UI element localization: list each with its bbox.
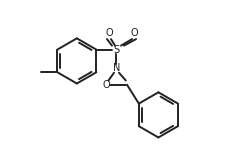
Text: N: N [113,64,120,73]
Text: O: O [105,28,113,38]
Text: S: S [113,45,120,55]
Text: O: O [131,28,138,38]
Text: O: O [102,80,110,90]
